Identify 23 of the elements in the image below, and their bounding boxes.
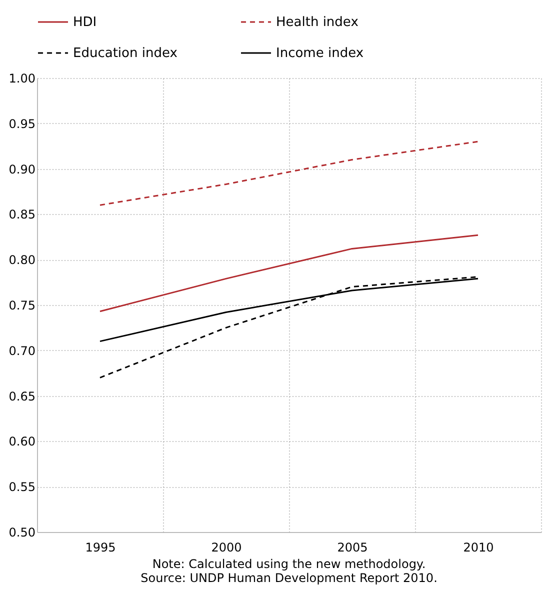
text: Note: Calculated using the new methodology.	[152, 557, 426, 571]
y-tick-label: 0.65	[8, 389, 36, 404]
y-tick-label: 0.50	[8, 526, 36, 540]
y-tick-label: 0.55	[8, 480, 36, 494]
y-tick-label: 0.60	[8, 434, 36, 449]
y-tick-label: 0.90	[8, 162, 36, 176]
y-tick-label: 0.85	[8, 208, 36, 222]
source-note: Source: UNDP Human Development Report 2010.	[140, 571, 438, 585]
line-series	[99, 234, 479, 312]
y-tick-label: 1.00	[8, 72, 36, 86]
legend-label: Income index	[276, 46, 364, 61]
x-tick-label: 2010	[463, 540, 494, 554]
y-tick-label: 0.95	[8, 116, 36, 131]
legend-label: HDI	[73, 15, 97, 30]
line-series	[99, 140, 479, 206]
x-tick-label: 2005	[337, 540, 368, 554]
legend-label: Health index	[276, 15, 359, 30]
y-tick-label: 0.80	[8, 253, 36, 268]
legend-label: Education index	[73, 46, 178, 61]
y-tick-label: 0.70	[8, 344, 36, 358]
y-tick-label: 0.75	[8, 298, 36, 312]
x-tick-label: 2000	[211, 540, 242, 554]
x-tick-label: 1995	[85, 540, 116, 554]
